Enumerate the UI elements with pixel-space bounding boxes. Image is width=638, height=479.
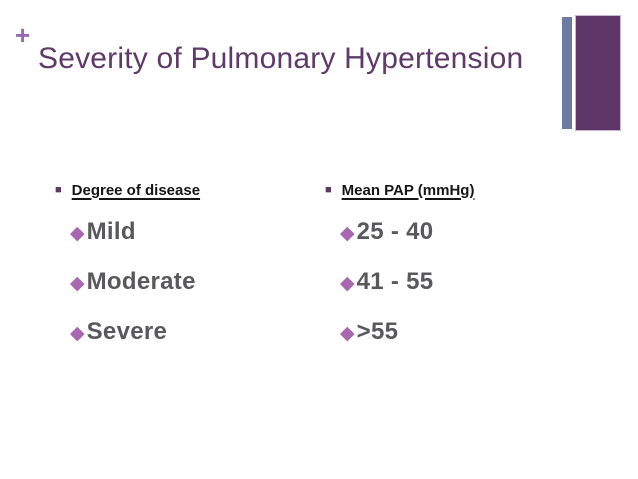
list-item: ◆ 25 - 40 bbox=[340, 218, 585, 248]
column-header: Mean PAP (mmHg) bbox=[341, 181, 475, 199]
square-bullet-icon: ■ bbox=[325, 183, 332, 196]
column-header-row: ■ Mean PAP (mmHg) bbox=[325, 180, 585, 200]
item-label: 25 - 40 bbox=[356, 218, 434, 245]
diamond-bullet-icon: ◆ bbox=[70, 273, 85, 294]
diamond-bullet-icon: ◆ bbox=[340, 273, 355, 294]
item-label: >55 bbox=[356, 318, 399, 345]
item-label: Moderate bbox=[86, 268, 196, 295]
diamond-bullet-icon: ◆ bbox=[70, 323, 85, 344]
column-header: Degree of disease bbox=[71, 181, 201, 199]
item-list: ◆ Mild ◆ Moderate ◆ Severe bbox=[55, 218, 315, 348]
diamond-bullet-icon: ◆ bbox=[340, 323, 355, 344]
diamond-bullet-icon: ◆ bbox=[70, 223, 85, 244]
plus-marker: + bbox=[15, 20, 31, 50]
column-degree-of-disease: ■ Degree of disease ◆ Mild ◆ Moderate ◆ … bbox=[55, 180, 315, 368]
item-label: Severe bbox=[86, 318, 168, 345]
page-title: Severity of Pulmonary Hypertension bbox=[38, 42, 524, 75]
list-item: ◆ >55 bbox=[340, 318, 585, 348]
list-item: ◆ 41 - 55 bbox=[340, 268, 585, 298]
item-label: Mild bbox=[86, 218, 136, 245]
list-item: ◆ Moderate bbox=[70, 268, 315, 298]
square-bullet-icon: ■ bbox=[55, 183, 62, 196]
column-header-row: ■ Degree of disease bbox=[55, 180, 315, 200]
accent-block-decoration bbox=[575, 15, 621, 131]
list-item: ◆ Mild bbox=[70, 218, 315, 248]
column-mean-pap: ■ Mean PAP (mmHg) ◆ 25 - 40 ◆ 41 - 55 ◆ … bbox=[325, 180, 585, 368]
list-item: ◆ Severe bbox=[70, 318, 315, 348]
diamond-bullet-icon: ◆ bbox=[340, 223, 355, 244]
item-list: ◆ 25 - 40 ◆ 41 - 55 ◆ >55 bbox=[325, 218, 585, 348]
item-label: 41 - 55 bbox=[356, 268, 434, 295]
accent-bar-decoration bbox=[562, 17, 572, 129]
